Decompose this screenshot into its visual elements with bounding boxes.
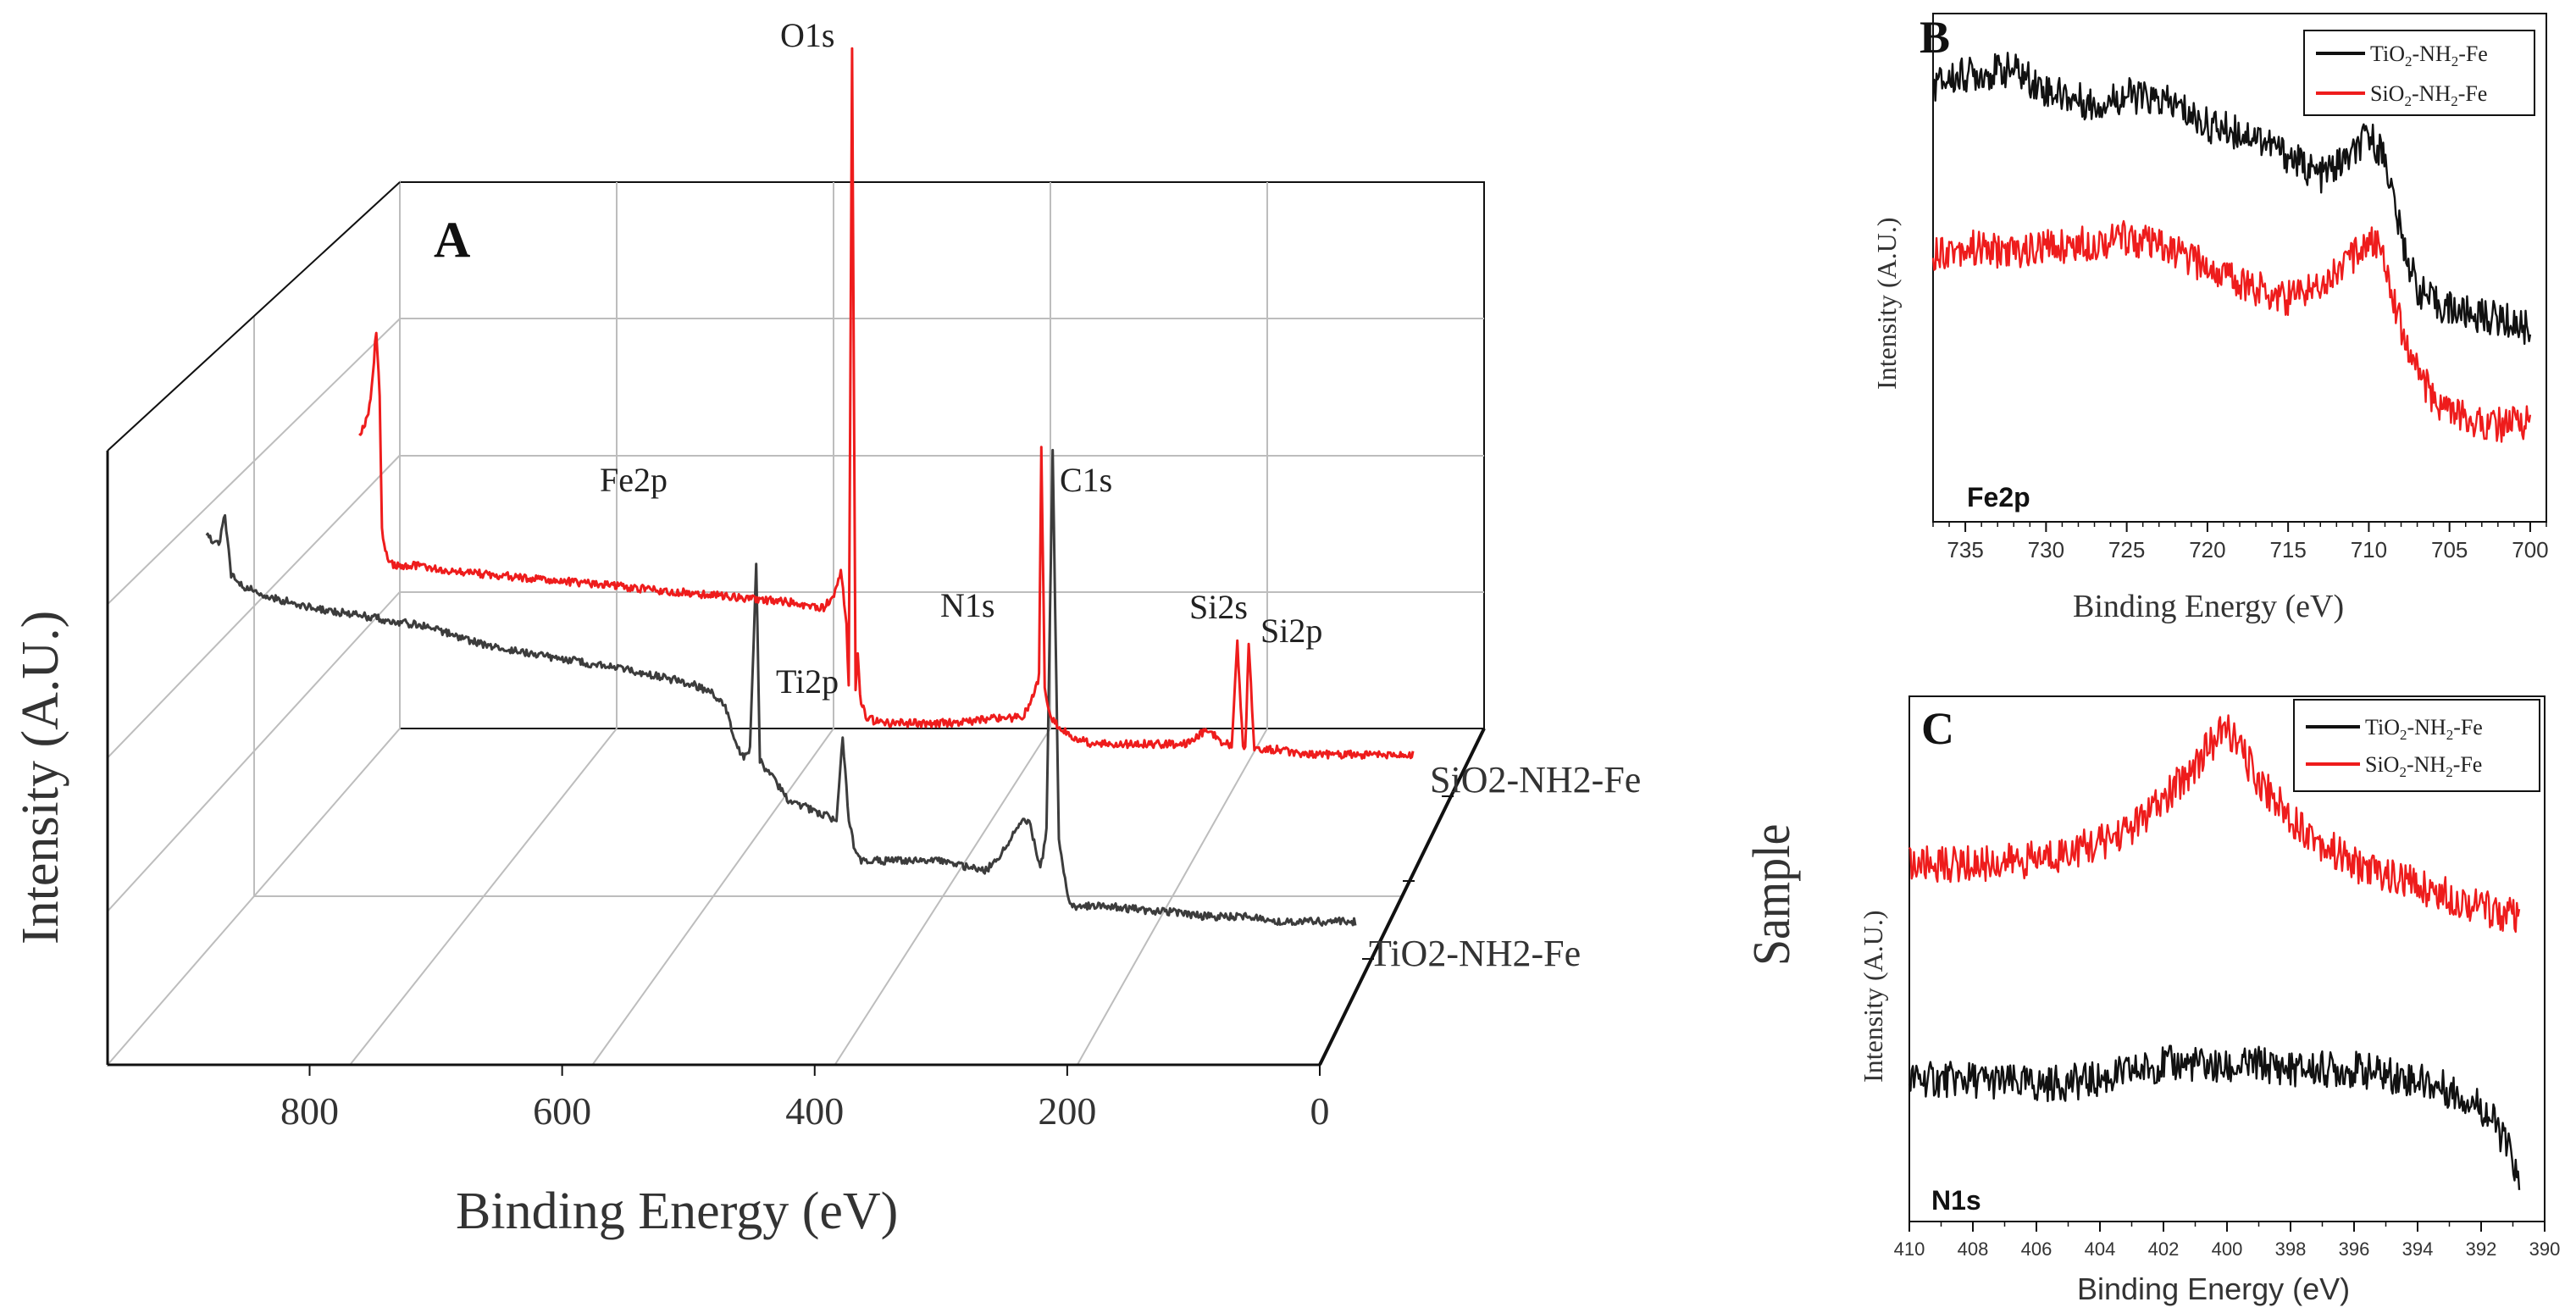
panel-c-legend-box [2293,699,2540,792]
panel-c-legend-label-tio2: TiO2-NH2-Fe [2365,715,2483,743]
x-tick-label: 400 [785,1089,844,1133]
category-label-sio2: SiO2-NH2-Fe [1430,759,1641,801]
z-axis-line [1318,728,1486,1066]
top-edge-line [107,181,401,452]
x-tick-label: 392 [2466,1238,2497,1260]
panel-a-series [205,47,1415,927]
panel-c-letter: C [1921,703,1954,754]
x-tick-label: 410 [1894,1238,1925,1260]
annotation-n1s: N1s [940,586,994,624]
panel-a-grid [107,180,1485,1067]
x-tick-label: 404 [2085,1238,2116,1260]
x-tick-label: 400 [2212,1238,2243,1260]
panel-c-legend: TiO2-NH2-Fe SiO2-NH2-Fe [2293,699,2540,792]
panel-a-x-ticks: 800 600 400 200 0 [280,795,1454,1133]
x-tick-label: 705 [2431,537,2468,562]
x-tick-label: 720 [2189,537,2225,562]
panel-c-inner-label: N1s [1931,1185,1981,1216]
annotation-si2s: Si2s [1189,588,1248,626]
series-line-tio2-nh2-fe [205,448,1357,927]
panel-b-legend: TiO2-NH2-Fe SiO2-NH2-Fe [2303,30,2535,116]
panel-a-survey-chart: 800 600 400 200 0 A Binding Energy (eV) Inte… [12,16,1801,1240]
panel-b-x-ticks: 735 730 725 720 715 710 705 700 [1932,522,2549,562]
x-tick-label: 800 [280,1089,339,1133]
panel-b-x-axis-label: Binding Energy (eV) [2073,589,2344,624]
annotation-o1s: O1s [780,16,834,54]
annotation-c1s: C1s [1060,461,1112,499]
panel-b-legend-label-sio2: SiO2-NH2-Fe [2370,81,2487,109]
panel-c-x-ticks: 410 408 406 404 402 400 398 396 394 392 390 [1894,1222,2561,1260]
x-tick-label: 394 [2402,1238,2434,1260]
panel-c-series [1908,714,2521,1190]
x-tick-label: 700 [2512,537,2548,562]
panel-b-legend-box [2303,30,2535,116]
panel-b-fe2p-chart: 735 730 725 720 715 710 705 700 B Fe2p Binding … [1871,12,2549,624]
series-line-sio2-nh2-fe [1931,219,2532,443]
panel-a-z-axis-label: Sample [1742,824,1800,966]
series-line-sio2-nh2-fe [1908,714,2521,934]
x-tick-label: 0 [1310,1089,1330,1133]
series-line-tio2-nh2-fe [1908,1044,2521,1190]
x-tick-label: 390 [2529,1238,2561,1260]
category-label-tio2: TiO2-NH2-Fe [1369,933,1581,974]
x-tick-label: 200 [1038,1089,1096,1133]
panel-c-n1s-chart: 410 408 406 404 402 400 398 396 394 392 390 C N1s … [1858,695,2561,1306]
panel-b-y-axis-label: Intensity (A.U.) [1871,217,1902,390]
series-line-tio2-nh2-fe [1931,52,2532,346]
x-tick-label: 408 [1958,1238,1989,1260]
panel-c-legend-label-sio2: SiO2-NH2-Fe [2365,752,2482,780]
panel-a-x-axis-label: Binding Energy (eV) [456,1183,898,1240]
annotation-si2p: Si2p [1260,612,1322,650]
panel-c-y-axis-label: Intensity (A.U.) [1858,910,1888,1083]
x-tick-label: 600 [533,1089,591,1133]
panel-c-x-axis-label: Binding Energy (eV) [2077,1271,2350,1306]
panel-a-letter: A [434,212,470,268]
x-tick-label: 406 [2021,1238,2052,1260]
series-line-sio2-nh2-fe [358,47,1415,760]
x-tick-label: 398 [2275,1238,2307,1260]
x-tick-label: 710 [2351,537,2387,562]
panel-b-letter: B [1920,12,1950,63]
panel-a-y-axis-label: Intensity (A.U.) [12,611,69,945]
x-tick-label: 735 [1947,537,1983,562]
x-tick-label: 725 [2108,537,2145,562]
annotation-ti2p: Ti2p [776,662,839,701]
annotation-fe2p: Fe2p [600,461,668,499]
x-tick-label: 402 [2148,1238,2180,1260]
panel-b-legend-label-tio2: TiO2-NH2-Fe [2370,42,2488,69]
panel-b-inner-label: Fe2p [1967,482,2030,512]
x-tick-label: 730 [2028,537,2064,562]
x-tick-label: 396 [2339,1238,2370,1260]
x-tick-label: 715 [2269,537,2306,562]
panel-b-series [1931,52,2532,443]
